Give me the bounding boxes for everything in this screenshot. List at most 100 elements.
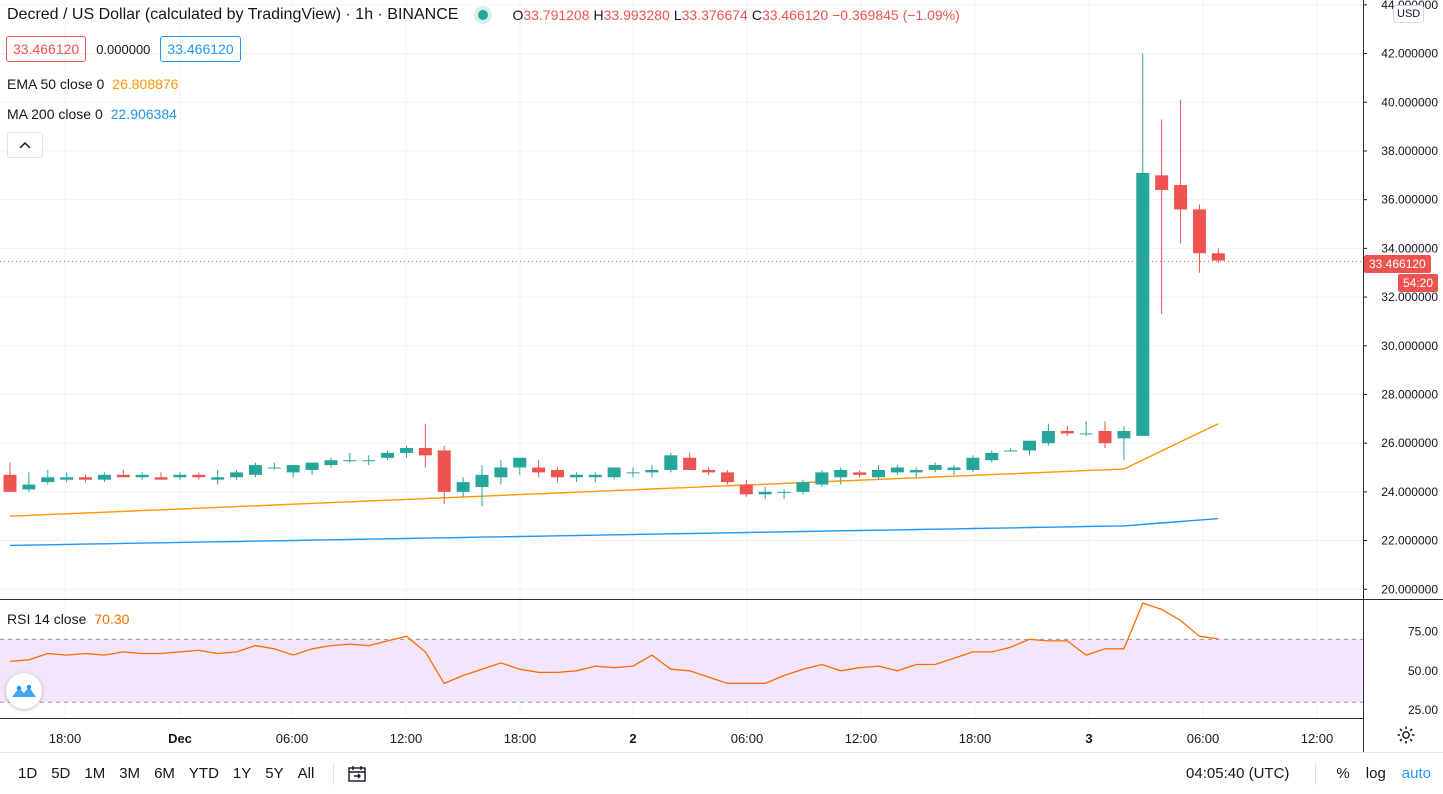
symbol-title[interactable]: Decred / US Dollar (calculated by Tradin… (7, 6, 459, 23)
candle-body (41, 477, 55, 483)
bottom-toolbar: 1D 5D 1M 3M 6M YTD 1Y 5Y All 04:05:40 (U… (0, 752, 1443, 794)
range-3m-button[interactable]: 3M (119, 765, 141, 782)
rsi-y-tick-label: 25.00 (1408, 703, 1438, 717)
candle-body (853, 472, 867, 475)
y-tick-label: 22.000000 (1381, 534, 1438, 548)
candle-body (248, 465, 262, 475)
ma-legend-value: 22.906384 (110, 106, 177, 122)
rsi-y-tick-label: 50.00 (1408, 664, 1438, 678)
candle-body (758, 491, 772, 495)
candle-body (22, 484, 36, 490)
candle-body (1060, 430, 1074, 434)
range-5d-button[interactable]: 5D (51, 765, 71, 782)
candle-body (116, 474, 130, 478)
tradingview-logo-icon[interactable] (6, 673, 42, 709)
sell-price-button[interactable]: 33.466120 (6, 36, 87, 62)
calendar-range-icon[interactable] (346, 764, 368, 784)
rsi-y-tick-label: 75.00 (1408, 624, 1438, 638)
candle-body (1041, 430, 1055, 444)
candle-body (513, 457, 527, 468)
candle-body (890, 467, 904, 473)
x-tick-label: 18:00 (959, 731, 992, 746)
range-all-button[interactable]: All (297, 765, 315, 782)
candle-body (1155, 175, 1169, 190)
candle-body (947, 467, 961, 470)
y-tick-label: 36.000000 (1381, 193, 1438, 207)
y-tick-label: 40.000000 (1381, 95, 1438, 109)
ema-50-line (9, 423, 1219, 517)
range-1m-button[interactable]: 1M (84, 765, 106, 782)
collapse-legend-button[interactable] (7, 132, 43, 158)
x-tick-label: 2 (629, 731, 636, 746)
candle-body (1079, 433, 1093, 435)
utc-clock[interactable]: 04:05:40 (UTC) (1186, 765, 1290, 782)
ohlc-low-value: 33.376674 (681, 7, 748, 23)
candle-body (173, 474, 187, 478)
range-ytd-button[interactable]: YTD (188, 765, 219, 782)
rsi-line (9, 602, 1219, 685)
candle-body (834, 469, 848, 478)
ohlc-low-key: L (673, 7, 682, 23)
range-5y-button[interactable]: 5Y (265, 765, 284, 782)
candle-body (192, 474, 206, 478)
candle-body (1211, 253, 1225, 261)
range-1d-button[interactable]: 1D (18, 765, 38, 782)
ema-legend-value: 26.808876 (112, 76, 179, 92)
x-tick-label: Dec (168, 731, 192, 746)
candle-body (607, 467, 621, 478)
bottom-right-controls: 04:05:40 (UTC) % log auto (1186, 753, 1443, 794)
spread-value: 0.000000 (96, 41, 151, 57)
candle-body (79, 477, 93, 480)
log-scale-toggle[interactable]: log (1365, 765, 1386, 782)
ohlc-open-key: O (512, 7, 524, 23)
candle-body (909, 469, 923, 473)
candle-body (230, 472, 244, 478)
ma-legend[interactable]: MA 200 close 0 22.906384 (7, 106, 177, 122)
tradingview-logo-glyph (12, 684, 36, 697)
candle-body (985, 452, 999, 461)
ohlc-close-value: 33.466120 (761, 7, 829, 23)
ma-legend-label: MA 200 close 0 (7, 106, 103, 122)
gear-icon[interactable] (1396, 725, 1416, 745)
bar-countdown-label: 54:20 (1398, 274, 1439, 292)
candle-body (645, 469, 659, 473)
candle-body (683, 457, 697, 470)
candle-body (343, 460, 357, 462)
candle-body (777, 491, 791, 493)
range-1y-button[interactable]: 1Y (232, 765, 252, 782)
candle-body (494, 467, 508, 478)
range-6m-button[interactable]: 6M (154, 765, 175, 782)
percent-scale-toggle[interactable]: % (1336, 765, 1350, 782)
ohlc-open-value: 33.791208 (523, 7, 590, 23)
toolbar-divider (1315, 762, 1317, 785)
x-tick-label: 06:00 (1187, 731, 1220, 746)
candle-body (154, 477, 168, 480)
auto-scale-toggle[interactable]: auto (1401, 765, 1431, 782)
candle-body (267, 467, 281, 469)
ohlc-close-key: C (751, 7, 762, 23)
candle-body (437, 450, 451, 492)
ohlc-values: O33.791208 H33.993280 L33.376674 C33.466… (512, 7, 959, 23)
x-tick-label: 06:00 (276, 731, 309, 746)
x-tick-label: 18:00 (504, 731, 537, 746)
ohlc-change: −0.369845 (−1.09%) (832, 7, 960, 23)
candle-body (720, 472, 734, 483)
candle-body (381, 452, 395, 458)
candle-body (551, 469, 565, 478)
x-tick-label: 12:00 (845, 731, 878, 746)
candle-body (739, 484, 753, 495)
candle-body (211, 477, 225, 480)
buy-price-button[interactable]: 33.466120 (160, 36, 241, 62)
candle-body (532, 467, 546, 473)
ohlc-high-key: H (593, 7, 604, 23)
ema-legend-label: EMA 50 close 0 (7, 76, 105, 92)
rsi-legend[interactable]: RSI 14 close 70.30 (7, 611, 129, 627)
currency-badge[interactable]: USD (1393, 5, 1425, 23)
rsi-legend-value: 70.30 (94, 611, 130, 627)
candle-body (286, 465, 300, 473)
last-price-label: 33.466120 (1364, 255, 1431, 273)
chevron-up-icon (19, 141, 31, 149)
ema-legend[interactable]: EMA 50 close 0 26.808876 (7, 76, 178, 92)
